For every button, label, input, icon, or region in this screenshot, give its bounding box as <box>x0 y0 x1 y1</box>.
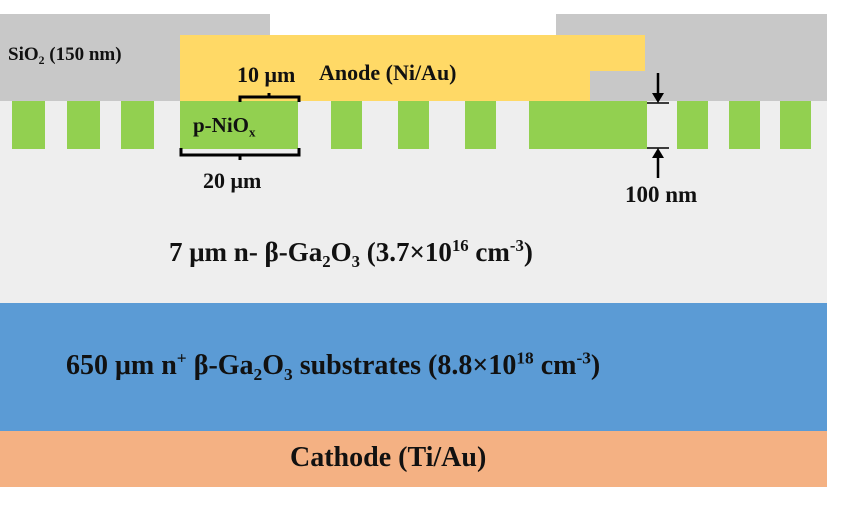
nio-stripe-wide <box>180 101 298 149</box>
nio-stripe <box>331 101 362 149</box>
nio-stripe <box>677 101 708 149</box>
sio2-label: SiO2 (150 nm) <box>8 44 122 68</box>
nio-stripe <box>121 101 154 149</box>
anode-top <box>180 35 645 71</box>
cathode-layer <box>0 431 827 487</box>
anode-label: Anode (Ni/Au) <box>319 60 457 85</box>
nio-stripe <box>67 101 100 149</box>
anode-width-label: 10 μm <box>237 62 296 87</box>
depth-arrowhead-top <box>652 93 664 103</box>
substrate-layer <box>0 303 827 431</box>
width-bracket-20um <box>179 148 301 160</box>
nio-stripe <box>465 101 496 149</box>
cathode-label: Cathode (Ti/Au) <box>290 442 487 473</box>
nio-stripe <box>780 101 811 149</box>
substrate-label: 650 μm n+ β-Ga2O3 substrates (8.8×1018 c… <box>66 348 601 385</box>
width-bracket-10um <box>238 93 301 102</box>
pitch-label: 20 μm <box>203 168 262 193</box>
depth-label: 100 nm <box>625 182 698 207</box>
nio-stripe-wide <box>529 101 647 149</box>
nio-label: p-NiOx <box>193 113 256 140</box>
drift-layer-label: 7 μm n- β-Ga2O3 (3.7×1016 cm-3) <box>169 235 533 271</box>
nio-stripe <box>729 101 760 149</box>
nio-stripe <box>398 101 429 149</box>
depth-arrowhead-bottom <box>652 148 664 158</box>
nio-stripe <box>12 101 45 149</box>
